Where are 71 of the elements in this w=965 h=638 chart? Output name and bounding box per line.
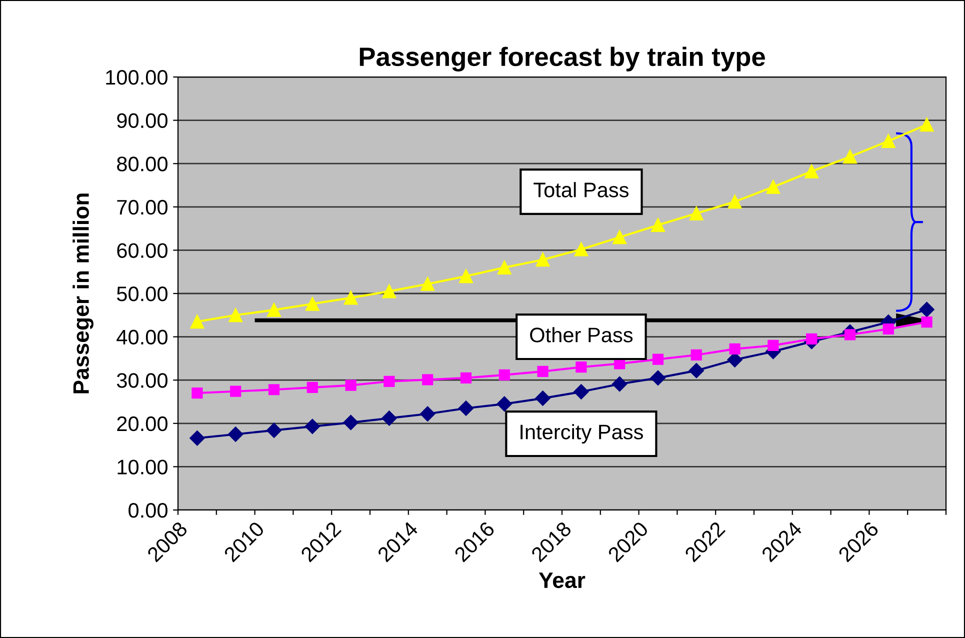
y-tick-label: 90.00 xyxy=(117,113,168,128)
point xyxy=(382,410,397,426)
y-tick-label: 100.00 xyxy=(106,70,168,85)
y-tick-label: 60.00 xyxy=(117,243,168,258)
point xyxy=(651,218,665,232)
point xyxy=(537,366,548,377)
point xyxy=(688,363,704,378)
point xyxy=(690,349,702,361)
x-axis-title: Year xyxy=(538,572,586,588)
y-axis-title: Passeger in million xyxy=(72,194,94,394)
point xyxy=(574,384,589,400)
point xyxy=(612,376,628,392)
chart-title: Passenger forecast by train type xyxy=(360,46,765,72)
point xyxy=(190,430,205,446)
point xyxy=(689,206,704,220)
point xyxy=(920,118,934,132)
y-tick-label: 70.00 xyxy=(117,200,168,215)
series-label: Other Pass xyxy=(530,327,633,342)
point xyxy=(612,230,627,244)
point xyxy=(652,354,664,365)
y-tick-label: 0.00 xyxy=(128,503,168,518)
point xyxy=(728,194,742,209)
point xyxy=(459,269,473,284)
y-tick-label: 10.00 xyxy=(118,460,168,474)
y-tick-label: 50.00 xyxy=(116,286,168,302)
point xyxy=(420,277,435,291)
point xyxy=(228,308,243,322)
point xyxy=(496,396,512,412)
point xyxy=(844,329,856,340)
series-label: Intercity Pass xyxy=(520,424,643,444)
point xyxy=(574,242,588,256)
point xyxy=(804,164,819,178)
y-tick-label: 30.00 xyxy=(116,373,168,388)
point xyxy=(268,384,280,396)
point xyxy=(345,380,356,391)
point xyxy=(498,369,510,380)
point xyxy=(806,333,818,345)
point xyxy=(650,370,666,386)
point xyxy=(919,302,934,318)
point xyxy=(230,386,242,397)
point xyxy=(382,284,396,298)
point xyxy=(384,376,395,387)
point xyxy=(192,388,203,399)
point xyxy=(228,426,244,442)
point xyxy=(576,362,587,373)
point xyxy=(306,382,318,394)
point xyxy=(921,316,932,328)
point xyxy=(190,314,204,329)
point xyxy=(766,180,780,194)
series-label: Total Pass xyxy=(534,182,628,198)
point xyxy=(304,418,320,434)
point xyxy=(843,150,857,164)
point xyxy=(729,343,740,354)
point xyxy=(458,400,474,416)
point xyxy=(344,290,358,305)
point xyxy=(535,390,550,406)
y-tick-label: 80.00 xyxy=(117,156,168,172)
point xyxy=(460,372,472,384)
point xyxy=(305,296,320,311)
point xyxy=(882,323,894,335)
y-tick-label: 40.00 xyxy=(116,330,168,345)
point xyxy=(497,260,512,274)
point xyxy=(420,406,436,422)
point xyxy=(881,134,896,148)
point xyxy=(266,422,282,438)
point xyxy=(422,374,434,386)
y-tick-label: 20.00 xyxy=(117,416,168,432)
point xyxy=(267,303,281,317)
point xyxy=(768,340,779,352)
point xyxy=(536,252,550,267)
point xyxy=(343,414,358,430)
